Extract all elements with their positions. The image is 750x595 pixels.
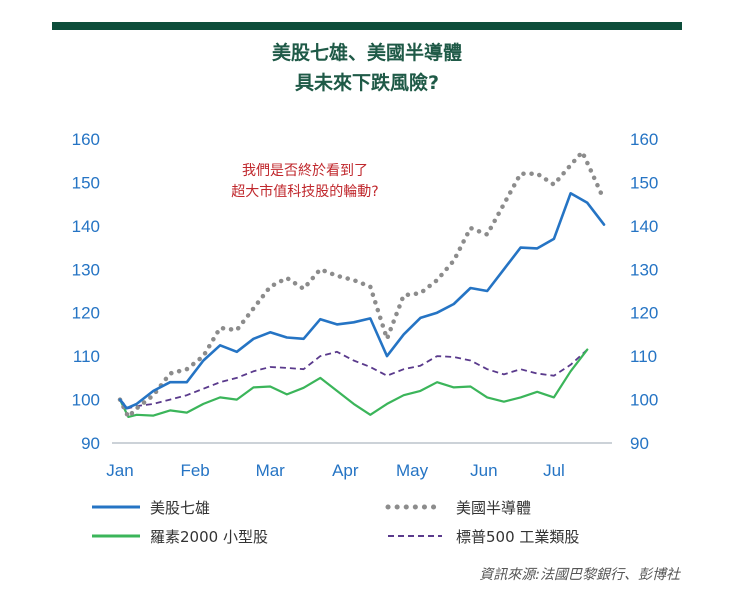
x-tick-label: Jun (470, 461, 497, 480)
y-tick-label-left: 150 (72, 173, 100, 192)
y-tick-label-right: 130 (630, 260, 658, 279)
legend-label-mag7: 美股七雄 (150, 499, 211, 517)
series-line-russell (118, 348, 589, 418)
y-tick-label-left: 100 (72, 391, 100, 410)
legend-label-industrials: 標普500 工業類股 (456, 528, 580, 546)
chart-title: 美股七雄、美國半導體 具未來下跌風險? (52, 38, 682, 98)
x-tick-label: Feb (180, 461, 209, 480)
legend-label-semis: 美國半導體 (456, 499, 532, 517)
y-tick-label-left: 140 (72, 217, 100, 236)
y-tick-label-right: 160 (630, 130, 658, 149)
y-tick-label-right: 120 (630, 304, 658, 323)
y-tick-label-right: 90 (630, 434, 649, 453)
top-accent-bar (52, 22, 682, 30)
y-tick-label-left: 90 (81, 434, 100, 453)
title-line-1: 美股七雄、美國半導體 (271, 42, 462, 64)
y-tick-label-left: 110 (73, 347, 100, 366)
y-tick-label-right: 150 (630, 173, 658, 192)
x-tick-label: Jan (106, 461, 133, 480)
y-tick-label-right: 110 (630, 347, 657, 366)
x-tick-label: Jul (543, 461, 565, 480)
chart-annotation: 我們是否終於看到了 超大市值科技股的輪動? (180, 161, 430, 203)
series-line-industrials (119, 348, 588, 410)
source-note: 資訊來源:法國巴黎銀行、彭博社 (479, 567, 680, 583)
y-tick-label-left: 130 (72, 260, 100, 279)
y-tick-label-left: 120 (72, 304, 100, 323)
annotation-line-2: 超大市值科技股的輪動? (231, 184, 379, 200)
y-tick-label-right: 140 (630, 217, 658, 236)
x-tick-label: May (396, 461, 429, 480)
legend-label-russell: 羅素2000 小型股 (150, 528, 268, 546)
title-line-2: 具未來下跌風險? (294, 72, 440, 94)
y-tick-label-right: 100 (630, 391, 658, 410)
y-tick-label-left: 160 (72, 130, 100, 149)
series-line-semis (117, 149, 607, 420)
x-tick-label: Mar (256, 461, 286, 480)
series-line-mag7 (118, 192, 606, 410)
annotation-line-1: 我們是否終於看到了 (242, 163, 368, 179)
x-tick-label: Apr (332, 461, 359, 480)
